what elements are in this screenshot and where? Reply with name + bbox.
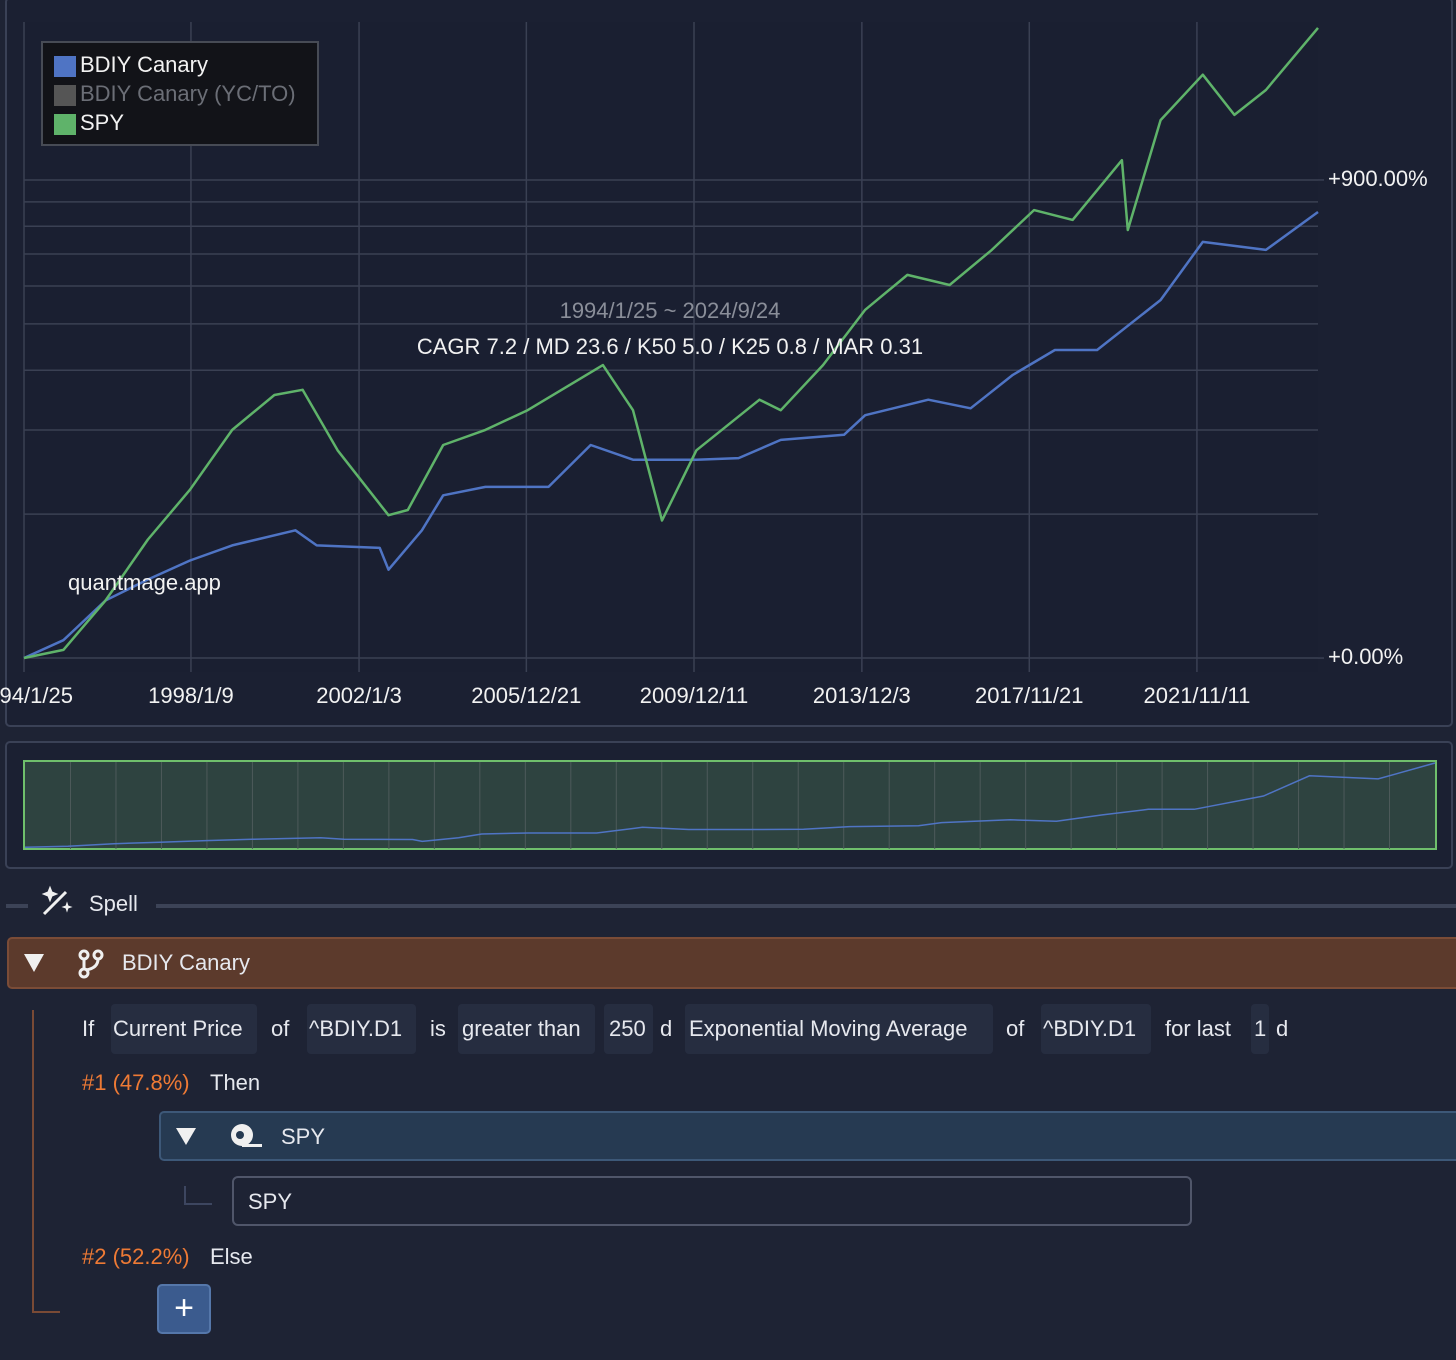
chart: +0.00% +900.00% 1994/1/25 1998/1/9 2002/1/3 2… bbox=[0, 22, 1428, 708]
x-tick-label: 2021/11/11 bbox=[1143, 683, 1250, 708]
add-button-label: + bbox=[174, 1289, 194, 1327]
asset-name: SPY bbox=[248, 1189, 292, 1214]
legend-swatch bbox=[54, 56, 76, 77]
x-tick-label: 2005/12/21 bbox=[471, 683, 581, 708]
legend-label: BDIY Canary bbox=[80, 52, 208, 77]
series-line bbox=[23, 210, 1319, 660]
token-box[interactable] bbox=[111, 1004, 257, 1054]
legend-swatch bbox=[54, 114, 76, 135]
keyword: for last bbox=[1165, 1016, 1231, 1041]
branch-name: Else bbox=[210, 1244, 253, 1269]
x-tick-label: 1998/1/9 bbox=[148, 683, 234, 708]
y-tick-label: +0.00% bbox=[1328, 644, 1403, 669]
keyword: d bbox=[660, 1016, 672, 1041]
collapse-toggle[interactable] bbox=[176, 1128, 196, 1145]
navigator-window bbox=[23, 760, 1437, 850]
tree-line bbox=[32, 1010, 60, 1313]
token-box[interactable] bbox=[458, 1004, 595, 1054]
watermark: quantmage.app bbox=[68, 570, 221, 595]
x-tick-label: 2017/11/21 bbox=[975, 683, 1083, 708]
token-box[interactable] bbox=[307, 1004, 416, 1054]
token-box[interactable] bbox=[604, 1004, 653, 1054]
spell-icon bbox=[41, 885, 73, 916]
legend: BDIY Canary BDIY Canary (YC/TO) SPY bbox=[41, 41, 319, 146]
token: greater than bbox=[462, 1016, 581, 1041]
y-tick-label: +900.00% bbox=[1328, 166, 1428, 191]
keyword: d bbox=[1276, 1016, 1288, 1041]
token: Exponential Moving Average bbox=[689, 1016, 967, 1041]
token: Current Price bbox=[113, 1016, 243, 1041]
tree-line bbox=[184, 1186, 212, 1205]
keyword: is bbox=[430, 1016, 446, 1041]
x-tick-label: 2009/12/11 bbox=[640, 683, 748, 708]
token: 250 bbox=[609, 1016, 646, 1041]
collapse-toggle[interactable] bbox=[24, 954, 44, 972]
token: 1 bbox=[1254, 1016, 1266, 1041]
add-button[interactable] bbox=[157, 1284, 211, 1334]
x-tick-label: 2013/12/3 bbox=[813, 683, 911, 708]
token: ^BDIY.D1 bbox=[309, 1016, 402, 1041]
chart-annotation: CAGR 7.2 / MD 23.6 / K50 5.0 / K25 0.8 /… bbox=[417, 334, 923, 359]
branch-label: #1 (47.8%) bbox=[82, 1070, 190, 1095]
legend-swatch bbox=[54, 85, 76, 106]
branch-icon bbox=[78, 949, 104, 979]
token-box[interactable] bbox=[685, 1004, 993, 1054]
navigator bbox=[24, 762, 1436, 849]
group-header[interactable] bbox=[7, 937, 1456, 989]
branch-label: #2 (52.2%) bbox=[82, 1244, 190, 1269]
asset-icon bbox=[231, 1124, 262, 1147]
x-tick-label: 2002/1/3 bbox=[316, 683, 402, 708]
section-title: Spell bbox=[89, 891, 138, 916]
condition: If Current Price of ^BDIY.D1 is greater … bbox=[82, 1004, 1288, 1054]
group-title: BDIY Canary bbox=[122, 950, 250, 975]
token-box[interactable] bbox=[1041, 1004, 1151, 1054]
token-box[interactable] bbox=[1251, 1004, 1269, 1054]
keyword: If bbox=[82, 1016, 95, 1041]
asset-group-header[interactable] bbox=[159, 1111, 1456, 1161]
asset-input[interactable] bbox=[232, 1176, 1192, 1226]
legend-label: SPY bbox=[80, 110, 124, 135]
navigator-line bbox=[24, 762, 1436, 849]
asset-group-title: SPY bbox=[281, 1124, 325, 1149]
x-tick-label: 1994/1/25 bbox=[0, 683, 73, 708]
chart-subtitle: 1994/1/25 ~ 2024/9/24 bbox=[560, 298, 781, 323]
legend-box bbox=[41, 41, 319, 146]
keyword: of bbox=[271, 1016, 290, 1041]
token: ^BDIY.D1 bbox=[1043, 1016, 1136, 1041]
keyword: of bbox=[1006, 1016, 1025, 1041]
branch-name: Then bbox=[210, 1070, 260, 1095]
series-line bbox=[23, 27, 1319, 660]
legend-label: BDIY Canary (YC/TO) bbox=[80, 81, 296, 106]
